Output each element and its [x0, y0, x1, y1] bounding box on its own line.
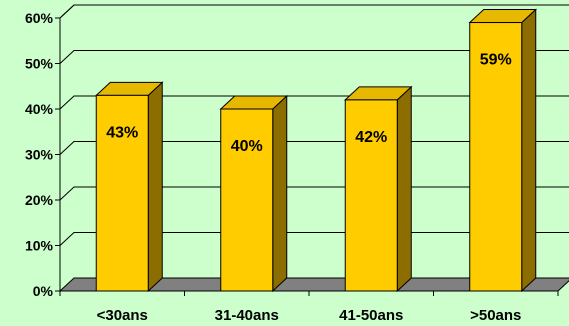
y-tick-label: 50%	[25, 56, 54, 72]
bar	[219, 94, 289, 293]
y-tick-label: 10%	[25, 238, 54, 254]
bar-side-face	[147, 81, 163, 293]
y-tick-label: 60%	[25, 10, 54, 26]
y-tick-labels: 0% 10% 20% 30% 40% 50% 60%	[25, 10, 54, 299]
y-tick-label: 20%	[25, 192, 54, 208]
y-tick-label: 40%	[25, 101, 54, 117]
bar-side-face	[396, 85, 412, 293]
data-label: 59%	[480, 52, 512, 69]
bar	[468, 8, 538, 293]
category-labels: <30ans 31-40ans 41-50ans >50ans	[97, 307, 522, 324]
bar-front-face	[344, 99, 398, 292]
gridline	[59, 50, 569, 64]
gridline	[59, 4, 569, 19]
y-tick-label: 30%	[25, 147, 54, 163]
data-label: 42%	[355, 129, 387, 146]
category-label: 41-50ans	[339, 307, 403, 324]
category-label: <30ans	[97, 307, 148, 324]
category-label: 31-40ans	[215, 307, 279, 324]
bar	[343, 85, 413, 293]
bars	[94, 8, 538, 293]
bar-side-face	[272, 94, 288, 293]
bar	[94, 81, 164, 293]
bar-front-face	[95, 94, 149, 292]
data-labels: 43% 40% 42% 59%	[106, 52, 512, 155]
y-tick-label: 0%	[33, 283, 54, 299]
bar-side-face	[521, 8, 537, 293]
data-label: 43%	[106, 124, 138, 141]
bar-front-face	[220, 108, 274, 292]
category-label: >50ans	[470, 307, 521, 324]
bar-front-face	[469, 22, 523, 292]
data-label: 40%	[231, 138, 263, 155]
